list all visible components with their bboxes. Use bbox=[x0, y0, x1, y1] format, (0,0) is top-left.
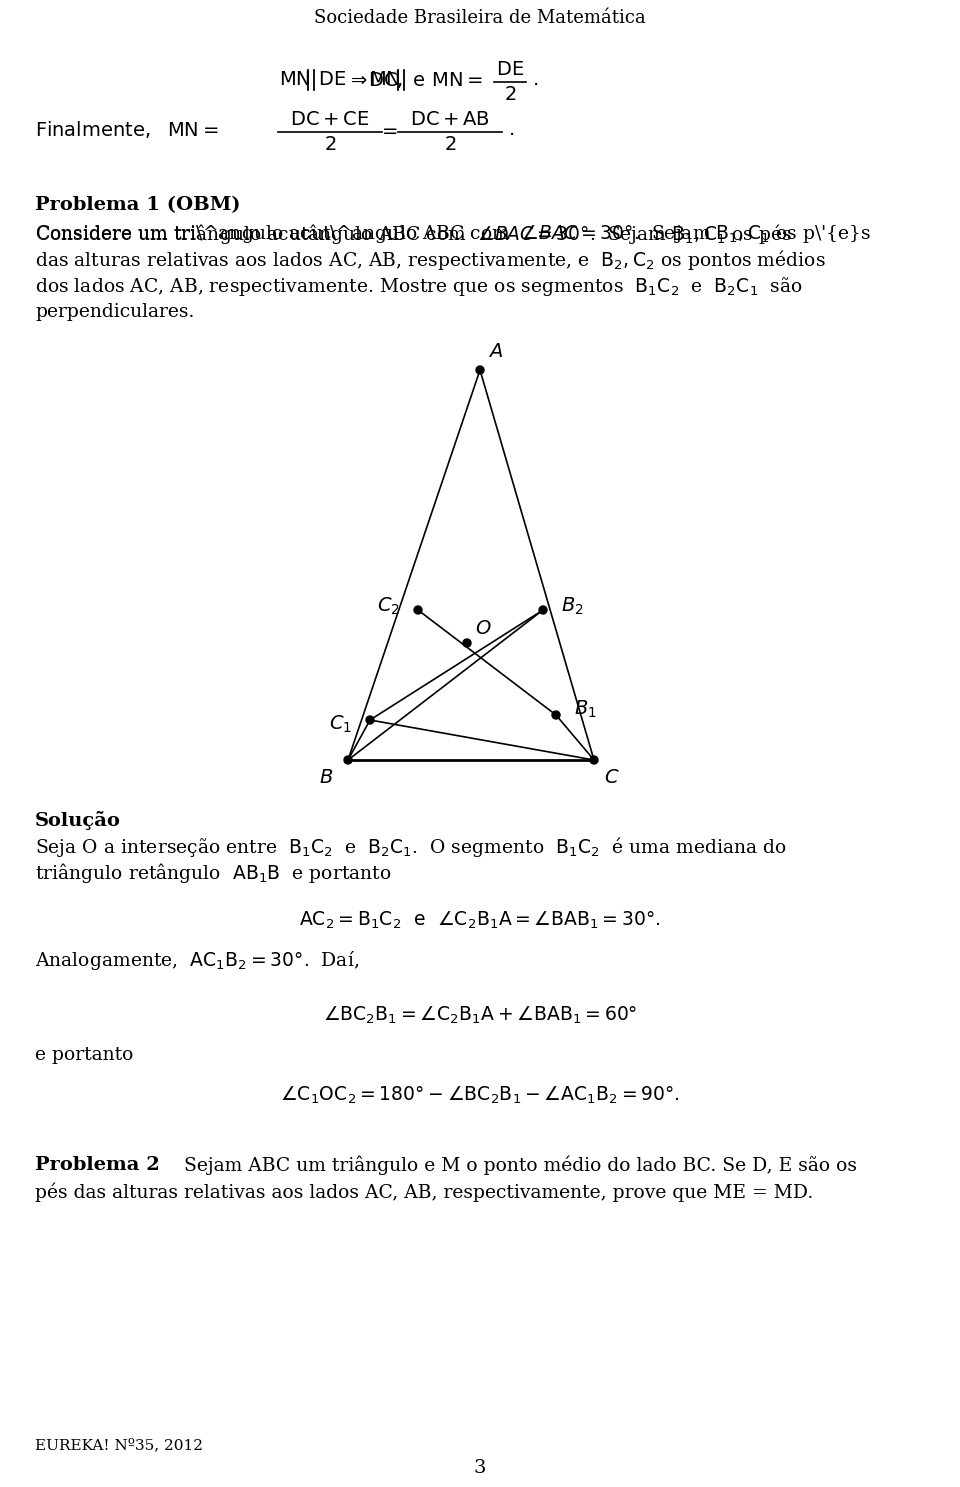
Text: 3: 3 bbox=[473, 1459, 487, 1477]
Circle shape bbox=[590, 755, 598, 764]
Text: $C_2$: $C_2$ bbox=[377, 595, 400, 617]
Text: $\mathrm{DC,\ e\ MN} =$: $\mathrm{DC,\ e\ MN} =$ bbox=[368, 70, 483, 91]
Text: $\mathrm{DE}$: $\mathrm{DE}$ bbox=[318, 71, 346, 89]
Text: Seja O a interseção entre  $\mathrm{B_1 C_2}$  e  $\mathrm{B_2 C_1}$.  O segment: Seja O a interseção entre $\mathrm{B_1 C… bbox=[35, 836, 787, 859]
Text: Solução: Solução bbox=[35, 810, 121, 830]
Text: $C_1$: $C_1$ bbox=[329, 714, 352, 735]
Text: Problema 2: Problema 2 bbox=[35, 1155, 159, 1175]
Text: $B_1$: $B_1$ bbox=[574, 699, 597, 720]
Text: $.$: $.$ bbox=[508, 120, 515, 138]
Text: $\mathrm{DC + AB}$: $\mathrm{DC + AB}$ bbox=[410, 112, 490, 129]
Text: $A$: $A$ bbox=[488, 343, 503, 361]
Text: perpendiculares.: perpendiculares. bbox=[35, 303, 194, 321]
Text: Considere um triângulo acutângulo ABC com  $\angle BAC = 30°$.  Sejam $\mathrm{B: Considere um triângulo acutângulo ABC co… bbox=[35, 222, 792, 245]
Text: $\mathrm{Finalmente,\ \ MN} =$: $\mathrm{Finalmente,\ \ MN} =$ bbox=[35, 119, 219, 140]
Text: triângulo retângulo  $\mathrm{AB_1 B}$  e portanto: triângulo retângulo $\mathrm{AB_1 B}$ e … bbox=[35, 861, 392, 885]
Text: $\mathrm{AC_2 = B_1 C_2\ \ e\ \ \angle C_2 B_1 A = \angle BAB_1 = 30°.}$: $\mathrm{AC_2 = B_1 C_2\ \ e\ \ \angle C… bbox=[300, 910, 660, 931]
Text: Considere um tri\^angulo acut\^angulo ABC com  $\angle BAC = 30°$.  Sejam $\math: Considere um tri\^angulo acut\^angulo AB… bbox=[35, 223, 872, 245]
Text: $C$: $C$ bbox=[604, 769, 620, 787]
Text: $B_2$: $B_2$ bbox=[561, 595, 584, 617]
Text: $O$: $O$ bbox=[475, 620, 492, 638]
Text: $2$: $2$ bbox=[324, 135, 336, 155]
Circle shape bbox=[476, 366, 484, 375]
Text: $\mathrm{DC + CE}$: $\mathrm{DC + CE}$ bbox=[290, 112, 370, 129]
Circle shape bbox=[539, 607, 547, 614]
Text: $\mathrm{DE}$: $\mathrm{DE}$ bbox=[496, 61, 524, 79]
Circle shape bbox=[463, 639, 471, 647]
Text: $\angle \mathrm{BC_2 B_1} = \angle \mathrm{C_2 B_1 A} + \angle \mathrm{BAB_1} = : $\angle \mathrm{BC_2 B_1} = \angle \math… bbox=[323, 1004, 637, 1026]
Text: Problema 1 (OBM): Problema 1 (OBM) bbox=[35, 196, 241, 214]
Text: $\angle \mathrm{C_1 OC_2} = 180° - \angle \mathrm{BC_2 B_1} - \angle \mathrm{AC_: $\angle \mathrm{C_1 OC_2} = 180° - \angl… bbox=[280, 1084, 680, 1106]
Text: Analogamente,  $\mathrm{AC_1 B_2 = 30°}$.  Daí,: Analogamente, $\mathrm{AC_1 B_2 = 30°}$.… bbox=[35, 949, 359, 971]
Circle shape bbox=[366, 717, 374, 724]
Text: $.$: $.$ bbox=[532, 71, 539, 89]
Text: e portanto: e portanto bbox=[35, 1045, 133, 1065]
Text: $B$: $B$ bbox=[319, 769, 333, 787]
Text: $\mathrm{MN}$: $\mathrm{MN}$ bbox=[279, 71, 311, 89]
Text: $\mathrm{MN}$: $\mathrm{MN}$ bbox=[370, 71, 400, 89]
Text: dos lados AC, AB, respectivamente. Mostre que os segmentos  $\mathrm{B_1 C_2}$  : dos lados AC, AB, respectivamente. Mostr… bbox=[35, 275, 803, 297]
Text: $2$: $2$ bbox=[444, 135, 456, 155]
Circle shape bbox=[552, 711, 560, 720]
Text: pés das alturas relativas aos lados AC, AB, respectivamente, prove que ME = MD.: pés das alturas relativas aos lados AC, … bbox=[35, 1182, 813, 1201]
Text: $2$: $2$ bbox=[504, 86, 516, 104]
Text: $=$: $=$ bbox=[378, 120, 398, 138]
Text: EUREKA! Nº35, 2012: EUREKA! Nº35, 2012 bbox=[35, 1438, 203, 1451]
Circle shape bbox=[344, 755, 352, 764]
Text: Sociedade Brasileira de Matemática: Sociedade Brasileira de Matemática bbox=[314, 9, 646, 27]
Text: $\Rightarrow$: $\Rightarrow$ bbox=[348, 71, 369, 89]
Text: das alturas relativas aos lados AC, AB, respectivamente, e  $\mathrm{B_2, C_2}$ : das alturas relativas aos lados AC, AB, … bbox=[35, 248, 826, 272]
Text: Sejam ABC um triângulo e M o ponto médio do lado BC. Se D, E são os: Sejam ABC um triângulo e M o ponto médio… bbox=[178, 1155, 857, 1175]
Circle shape bbox=[414, 607, 422, 614]
